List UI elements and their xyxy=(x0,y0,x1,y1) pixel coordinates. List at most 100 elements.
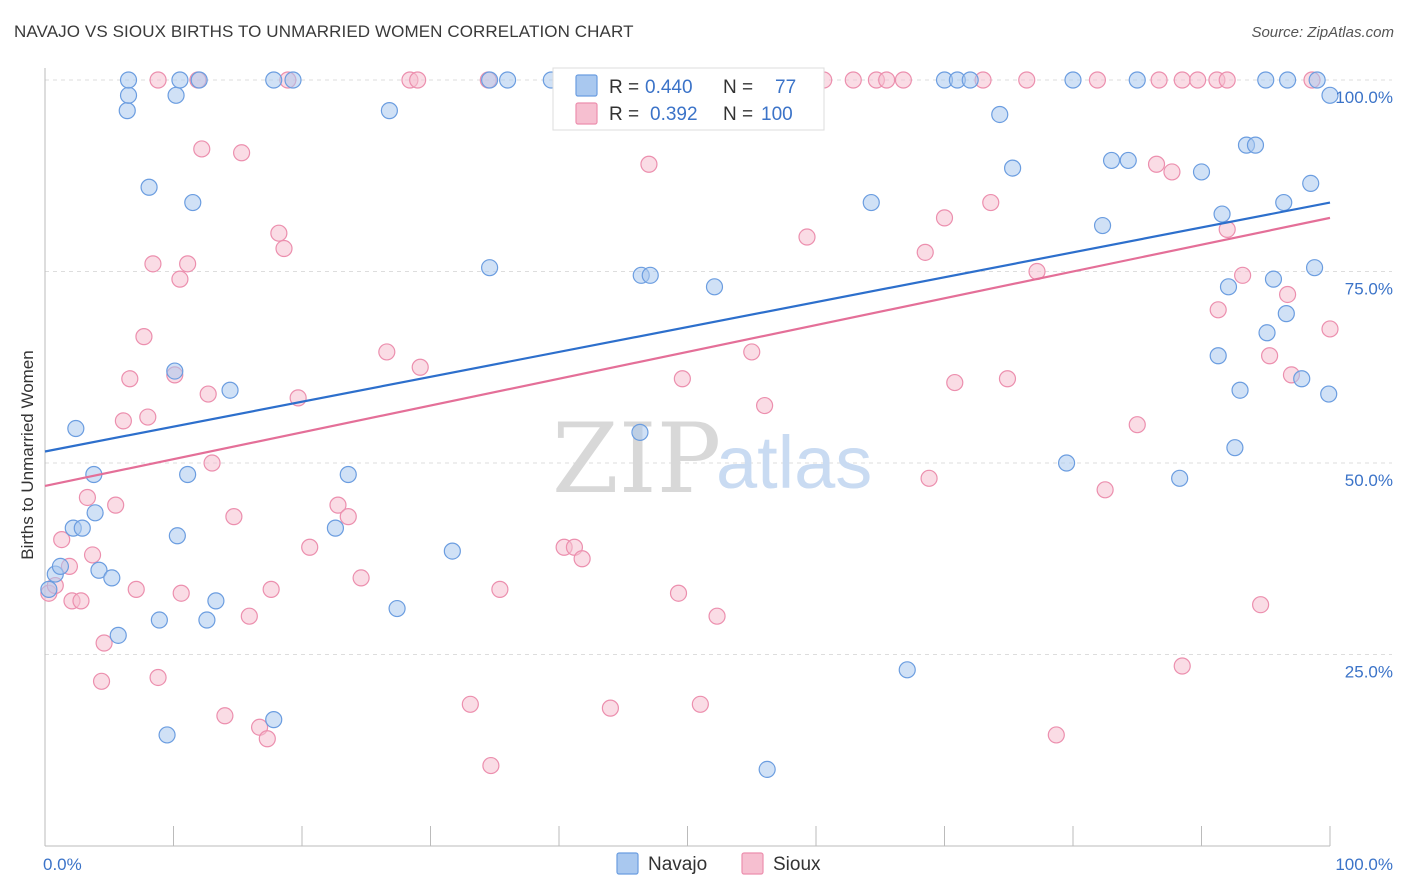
sioux-point xyxy=(920,469,938,487)
sioux-point xyxy=(352,569,370,587)
navajo-point xyxy=(1264,270,1283,288)
sioux-n-value: 100 xyxy=(761,104,793,125)
chart-title: NAVAJO VS SIOUX BIRTHS TO UNMARRIED WOME… xyxy=(14,22,634,41)
sioux-point xyxy=(262,580,280,598)
navajo-point xyxy=(758,760,776,779)
sioux-point xyxy=(998,370,1017,388)
navajo-point xyxy=(1258,324,1276,342)
navajo-points xyxy=(40,71,1339,779)
sioux-point xyxy=(329,496,347,514)
sioux-point xyxy=(199,385,217,403)
navajo-point xyxy=(73,519,91,537)
sioux-point xyxy=(121,370,139,388)
sioux-point xyxy=(878,71,896,89)
navajo-point xyxy=(168,527,186,545)
sioux-point xyxy=(1173,657,1191,675)
navajo-point xyxy=(67,419,85,438)
y-tick-label: 75.0% xyxy=(1345,280,1393,299)
x-tick-labels: 0.0% 100.0% xyxy=(43,855,1393,874)
navajo-point xyxy=(171,71,189,89)
navajo-point xyxy=(1231,381,1249,399)
sioux-trend-line xyxy=(44,216,1331,488)
navajo-point xyxy=(499,71,517,89)
sioux-point xyxy=(72,592,90,610)
sioux-point xyxy=(203,454,221,472)
y-tick-label: 50.0% xyxy=(1345,471,1393,490)
navajo-point xyxy=(109,626,127,644)
sioux-point xyxy=(916,243,934,261)
navajo-swatch xyxy=(575,74,598,97)
navajo-point xyxy=(898,661,916,679)
navajo-point xyxy=(221,381,239,399)
sioux-point xyxy=(339,508,357,526)
navajo-point xyxy=(388,599,406,618)
navajo-point xyxy=(1171,469,1189,487)
navajo-point xyxy=(1275,193,1293,212)
sioux-point xyxy=(691,695,709,713)
navajo-point xyxy=(641,266,659,284)
navajo-point xyxy=(339,465,357,484)
sioux-point xyxy=(233,144,251,162)
sioux-point xyxy=(83,546,102,564)
sioux-point xyxy=(1218,71,1236,89)
navajo-point xyxy=(1064,71,1082,89)
navajo-n-value: 77 xyxy=(775,77,796,98)
legend-sioux-swatch xyxy=(741,852,764,875)
navajo-point xyxy=(481,71,499,89)
navajo-point xyxy=(1102,151,1121,170)
navajo-point xyxy=(1305,259,1324,277)
sioux-point xyxy=(894,71,912,89)
source-credit: Source: ZipAtlas.com xyxy=(1251,24,1394,41)
sioux-swatch xyxy=(575,102,598,125)
navajo-point xyxy=(265,71,283,89)
navajo-point xyxy=(150,611,168,629)
y-axis-title: Births to Unmarried Women xyxy=(18,350,37,559)
sioux-point xyxy=(53,530,71,549)
sioux-point xyxy=(95,634,113,652)
navajo-point xyxy=(207,592,225,610)
sioux-point xyxy=(225,508,243,526)
navajo-point xyxy=(862,193,880,212)
navajo-point xyxy=(167,86,185,104)
navajo-point xyxy=(961,71,979,89)
navajo-point xyxy=(51,557,70,576)
sioux-point xyxy=(1088,71,1107,89)
sioux-point xyxy=(92,672,111,690)
sioux-point xyxy=(179,255,197,273)
navajo-point xyxy=(166,362,184,380)
navajo-point xyxy=(90,561,108,579)
navajo-point xyxy=(1226,439,1244,457)
sioux-point xyxy=(378,343,396,361)
navajo-point xyxy=(198,611,216,629)
sioux-point xyxy=(107,496,125,514)
sioux-point xyxy=(935,209,954,227)
navajo-point xyxy=(40,580,58,598)
sioux-point xyxy=(1128,416,1146,434)
sioux-r-label: R = xyxy=(609,104,639,125)
sioux-point xyxy=(482,756,500,775)
legend-navajo-swatch xyxy=(616,852,639,875)
navajo-r-value: 0.440 xyxy=(645,77,693,98)
sioux-point xyxy=(139,408,157,426)
navajo-point xyxy=(86,504,104,522)
sioux-point xyxy=(149,668,167,687)
navajo-point xyxy=(140,178,158,196)
sioux-point xyxy=(144,255,162,273)
navajo-point xyxy=(119,71,138,89)
sioux-point xyxy=(461,695,479,713)
sioux-point xyxy=(411,358,429,376)
navajo-point xyxy=(1308,71,1326,89)
sioux-point xyxy=(844,71,862,89)
sioux-point xyxy=(1278,285,1297,304)
sioux-point xyxy=(640,155,658,173)
navajo-n-label: N = xyxy=(723,77,753,98)
sioux-point xyxy=(1047,726,1065,744)
sioux-n-label: N = xyxy=(723,104,753,125)
navajo-point xyxy=(1278,71,1297,89)
sioux-point xyxy=(573,550,591,568)
sioux-point xyxy=(135,328,153,346)
sioux-point xyxy=(982,193,1000,212)
axes xyxy=(44,68,1331,847)
sioux-point xyxy=(301,538,319,556)
navajo-point xyxy=(443,542,461,560)
